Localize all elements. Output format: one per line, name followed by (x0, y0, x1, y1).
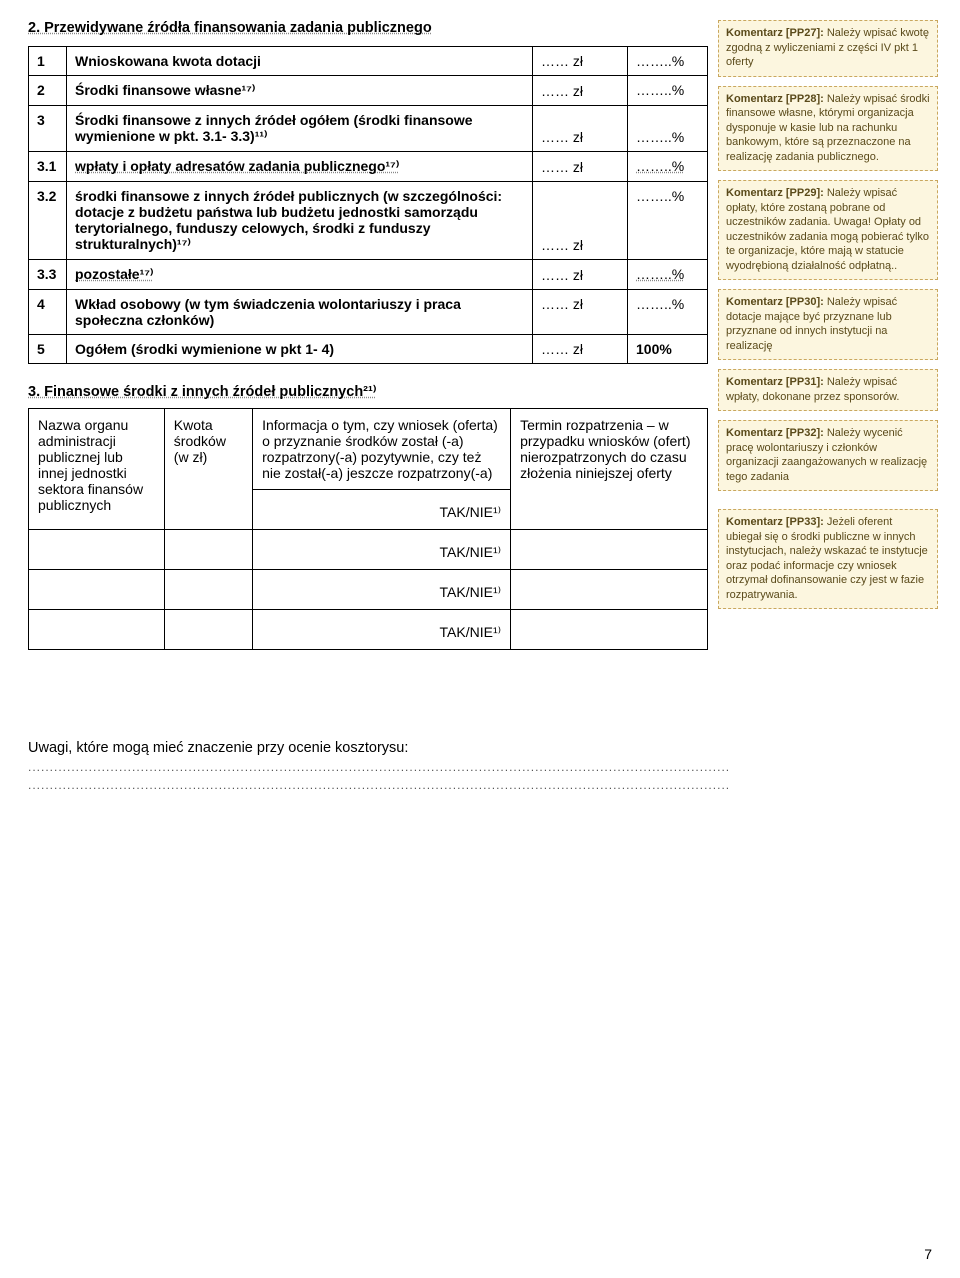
row-pct: ……..% (628, 182, 708, 260)
note-title: Komentarz [PP28]: (726, 93, 827, 105)
row-num: 3.3 (29, 260, 67, 290)
row-num: 3 (29, 106, 67, 152)
row-zl: …… zł (533, 260, 628, 290)
uwagi-label: Uwagi, które mogą mieć znaczenie przy oc… (28, 740, 708, 756)
row-num: 3.1 (29, 152, 67, 182)
note-title: Komentarz [PP27]: (726, 27, 827, 39)
row-num: 3.2 (29, 182, 67, 260)
row-zl: …… zł (533, 290, 628, 335)
col-header: Nazwa organu administracji publicznej lu… (29, 409, 165, 530)
row-zl: …… zł (533, 106, 628, 152)
table-row: TAK/NIE¹⁾ (29, 610, 708, 650)
row-pct: ……..% (628, 152, 708, 182)
table-row: 5 Ogółem (środki wymienione w pkt 1- 4) … (29, 335, 708, 364)
table-row: 2 Środki finansowe własne¹⁷⁾ …… zł ……..% (29, 76, 708, 106)
note-title: Komentarz [PP32]: (726, 427, 827, 439)
row-num: 5 (29, 335, 67, 364)
row-pct: ……..% (628, 47, 708, 76)
comments-column: Komentarz [PP27]: Należy wpisać kwotę zg… (718, 20, 938, 618)
row-label: Wnioskowana kwota dotacji (67, 47, 533, 76)
taknie-cell: TAK/NIE¹⁾ (253, 610, 511, 650)
row-label: pozostałe¹⁷⁾ (67, 260, 533, 290)
funding-table: 1 Wnioskowana kwota dotacji …… zł ……..% … (28, 46, 708, 364)
row-label: Ogółem (środki wymienione w pkt 1- 4) (67, 335, 533, 364)
col-header: Informacja o tym, czy wniosek (oferta) o… (253, 409, 511, 490)
table-row: TAK/NIE¹⁾ (29, 570, 708, 610)
table-row: 4 Wkład osobowy (w tym świadczenia wolon… (29, 290, 708, 335)
dotted-line: ........................................… (28, 760, 708, 774)
col-header: Termin rozpatrzenia – w przypadku wniosk… (511, 409, 708, 530)
row-pct: 100% (628, 335, 708, 364)
row-pct: ……..% (628, 106, 708, 152)
table-row: 3 Środki finansowe z innych źródeł ogółe… (29, 106, 708, 152)
comment-note: Komentarz [PP30]: Należy wpisać dotacje … (718, 289, 938, 360)
taknie-cell: TAK/NIE¹⁾ (253, 530, 511, 570)
row-pct: ……..% (628, 260, 708, 290)
row-label: wpłaty i opłaty adresatów zadania public… (67, 152, 533, 182)
note-text: Należy wpisać opłaty, które zostaną pobr… (726, 187, 929, 272)
taknie-cell: TAK/NIE¹⁾ (253, 490, 511, 530)
row-zl: …… zł (533, 76, 628, 106)
page-number: 7 (924, 1246, 932, 1262)
note-title: Komentarz [PP29]: (726, 187, 827, 199)
table-row: 3.3 pozostałe¹⁷⁾ …… zł ……..% (29, 260, 708, 290)
row-num: 4 (29, 290, 67, 335)
row-zl: …… zł (533, 335, 628, 364)
comment-note: Komentarz [PP31]: Należy wpisać wpłaty, … (718, 369, 938, 411)
sources-table: Nazwa organu administracji publicznej lu… (28, 408, 708, 650)
table-row: 1 Wnioskowana kwota dotacji …… zł ……..% (29, 47, 708, 76)
row-label: Wkład osobowy (w tym świadczenia wolonta… (67, 290, 533, 335)
col-header: Kwota środków (w zł) (164, 409, 252, 530)
row-zl: …… zł (533, 47, 628, 76)
comment-note: Komentarz [PP29]: Należy wpisać opłaty, … (718, 180, 938, 280)
comment-note: Komentarz [PP28]: Należy wpisać środki f… (718, 86, 938, 172)
row-pct: ……..% (628, 290, 708, 335)
table-row: 3.2 środki finansowe z innych źródeł pub… (29, 182, 708, 260)
comment-note: Komentarz [PP32]: Należy wycenić pracę w… (718, 420, 938, 491)
row-label: Środki finansowe z innych źródeł ogółem … (67, 106, 533, 152)
note-title: Komentarz [PP33]: (726, 516, 827, 528)
row-label: Środki finansowe własne¹⁷⁾ (67, 76, 533, 106)
row-num: 2 (29, 76, 67, 106)
comment-note: Komentarz [PP27]: Należy wpisać kwotę zg… (718, 20, 938, 77)
table-header-row: Nazwa organu administracji publicznej lu… (29, 409, 708, 490)
comment-note: Komentarz [PP33]: Jeżeli oferent ubiegał… (718, 509, 938, 609)
section2-title: 2. Przewidywane źródła finansowania zada… (28, 20, 708, 36)
taknie-cell: TAK/NIE¹⁾ (253, 570, 511, 610)
row-num: 1 (29, 47, 67, 76)
note-text: Jeżeli oferent ubiegał się o środki publ… (726, 516, 928, 601)
table-row: 3.1 wpłaty i opłaty adresatów zadania pu… (29, 152, 708, 182)
row-pct: ……..% (628, 76, 708, 106)
row-zl: …… zł (533, 182, 628, 260)
row-zl: …… zł (533, 152, 628, 182)
dotted-line: ........................................… (28, 778, 708, 792)
note-title: Komentarz [PP31]: (726, 376, 827, 388)
row-label: środki finansowe z innych źródeł publicz… (67, 182, 533, 260)
table-row: TAK/NIE¹⁾ (29, 530, 708, 570)
section3-title: 3. Finansowe środki z innych źródeł publ… (28, 384, 708, 400)
note-title: Komentarz [PP30]: (726, 296, 827, 308)
